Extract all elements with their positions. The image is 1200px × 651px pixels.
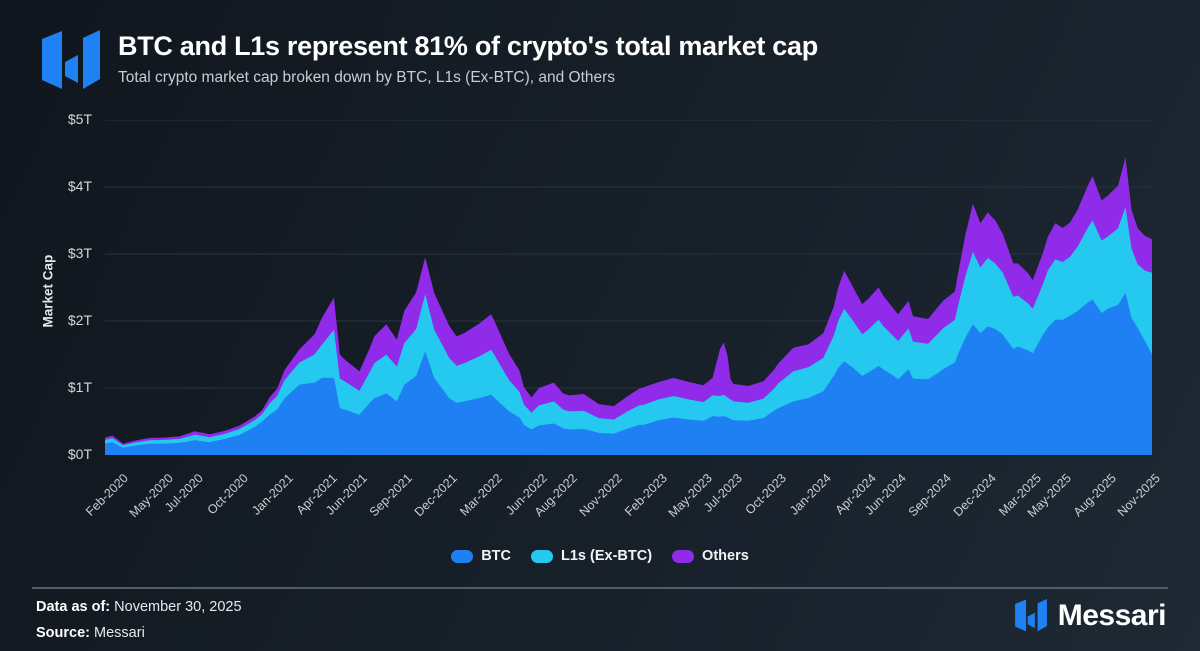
y-tick-label: $2T [67, 312, 92, 328]
y-tick-label: $3T [67, 245, 92, 261]
legend-swatch-l1s [531, 549, 553, 563]
legend: BTC L1s (Ex-BTC) Others [0, 548, 1200, 564]
messari-logo-icon [42, 30, 100, 89]
messari-logo-shapes [42, 30, 100, 89]
data-as-of-value: November 30, 2025 [114, 599, 242, 615]
y-tick-label: $0T [67, 446, 92, 462]
footer-divider [32, 587, 1168, 589]
page-subtitle: Total crypto market cap broken down by B… [118, 69, 616, 87]
x-tick-label: Dec-2021 [411, 471, 461, 520]
legend-item-btc: BTC [451, 548, 511, 564]
data-as-of-label: Data as of: [36, 599, 111, 615]
x-tick-label: Dec-2024 [950, 471, 999, 520]
footer-notes: Data as of: November 30, 2025 Source: Me… [36, 594, 242, 646]
stacked-area-chart [105, 120, 1152, 455]
x-tick-label: Nov-2022 [576, 471, 625, 520]
x-tick-label: Oct-2020 [204, 471, 251, 518]
legend-label-others: Others [702, 548, 749, 564]
x-tick-label: Sep-2021 [366, 471, 416, 520]
legend-label-btc: BTC [481, 548, 511, 564]
area-btc [105, 292, 1152, 455]
legend-swatch-others [672, 549, 695, 563]
y-tick-label: $1T [67, 379, 92, 395]
legend-item-others: Others [672, 548, 749, 564]
x-tick-label: Jan-2021 [248, 471, 296, 518]
brand-wordmark: Messari [1057, 598, 1167, 632]
source-line: Source: Messari [36, 620, 242, 646]
data-as-of-line: Data as of: November 30, 2025 [36, 594, 242, 620]
x-tick-label: Sep-2024 [905, 471, 954, 520]
x-tick-label: Feb-2020 [83, 471, 131, 519]
legend-swatch-btc [451, 549, 474, 563]
x-tick-label: Feb-2023 [621, 471, 670, 519]
x-tick-label: Nov-2025 [1115, 471, 1164, 520]
legend-item-l1s: L1s (Ex-BTC) [531, 548, 652, 564]
x-tick-label: Jan-2024 [787, 471, 835, 518]
x-tick-label: Oct-2023 [743, 471, 790, 518]
source-label: Source: [36, 625, 90, 642]
y-tick-label: $4T [67, 178, 92, 194]
x-tick-label: Mar-2022 [457, 471, 505, 519]
legend-label-l1s: L1s (Ex-BTC) [561, 548, 653, 564]
page-title: BTC and L1s represent 81% of crypto's to… [118, 31, 818, 61]
y-tick-label: $5T [67, 111, 92, 127]
footer-brand: Messari [1014, 597, 1167, 634]
x-tick-label: Aug-2025 [1070, 471, 1119, 520]
header: BTC and L1s represent 81% of crypto's to… [40, 27, 818, 93]
source-value: Messari [94, 625, 145, 642]
messari-logo-icon-footer [1014, 599, 1047, 632]
